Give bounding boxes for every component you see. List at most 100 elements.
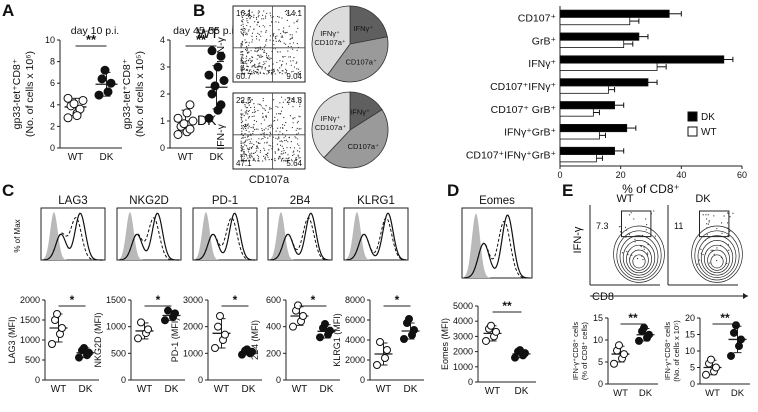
bar	[559, 55, 725, 64]
data-point	[210, 81, 220, 91]
flow-event	[298, 157, 300, 159]
flow-event	[240, 50, 242, 53]
flow-event	[282, 160, 285, 162]
data-point	[63, 93, 73, 103]
flow-event	[257, 147, 259, 149]
flow-event	[264, 63, 266, 65]
data-point	[207, 89, 217, 99]
x-category-label: DK	[242, 384, 256, 395]
contour-event	[630, 212, 632, 214]
flow-event	[253, 109, 256, 111]
flow-event	[289, 115, 291, 117]
flow-event	[253, 103, 255, 105]
flow-event	[259, 46, 261, 48]
flow-event	[248, 44, 250, 46]
pie-slice-label: IFNγ⁺	[353, 24, 373, 33]
contour-event	[708, 220, 710, 222]
flow-event	[257, 158, 259, 160]
flow-event	[241, 56, 244, 58]
flow-event	[263, 46, 266, 48]
flow-event	[250, 134, 252, 137]
y-tick-label: 0	[468, 377, 473, 387]
flow-event	[277, 138, 279, 140]
y-axis-label: (% of CD8⁺ cells)	[580, 321, 589, 380]
flow-event	[258, 25, 261, 28]
y-axis-label: NKG2D (MFI)	[93, 312, 103, 367]
legend-label: DK	[701, 112, 715, 123]
y-tick-label: 3000	[453, 331, 473, 341]
flow-event	[241, 54, 243, 56]
histogram-dk-line	[42, 216, 104, 261]
flow-event	[248, 29, 250, 31]
flow-event	[241, 10, 243, 12]
flow-event	[240, 97, 242, 100]
flow-event	[246, 50, 248, 52]
flow-event	[257, 160, 259, 162]
flow-event	[282, 127, 284, 129]
histogram-dk-line	[194, 217, 256, 261]
flow-event	[284, 68, 287, 70]
flow-event	[241, 21, 244, 23]
flow-event	[259, 71, 261, 73]
flow-event	[269, 58, 271, 61]
flow-event	[293, 56, 295, 59]
flow-event	[297, 71, 299, 74]
flow-event	[258, 54, 260, 56]
flow-event	[264, 68, 266, 70]
flow-event	[245, 129, 247, 131]
flow-event	[291, 71, 293, 73]
flow-event	[248, 104, 250, 106]
y-tick-label: 200	[266, 348, 281, 358]
flow-event	[253, 119, 256, 122]
flow-event	[272, 63, 274, 65]
flow-event	[285, 63, 287, 65]
category-label: GrB⁺	[532, 35, 557, 47]
x-category-label: WT	[485, 386, 501, 397]
data-point	[106, 78, 116, 88]
contour-event	[708, 221, 710, 223]
flow-event	[248, 155, 250, 157]
flow-event	[242, 127, 244, 129]
flow-event	[242, 73, 244, 75]
flow-event	[281, 124, 284, 126]
flow-event	[240, 116, 242, 118]
quadrant-value-ll: 60.7	[236, 72, 252, 81]
contour-event	[727, 244, 729, 246]
flow-event	[297, 19, 299, 21]
flow-event	[262, 97, 264, 100]
flow-event	[289, 147, 292, 149]
flow-event	[259, 142, 261, 144]
flow-event	[245, 111, 248, 113]
flow-event	[258, 65, 260, 67]
x-category-label: WT	[51, 384, 67, 395]
data-point	[727, 351, 735, 360]
flow-event	[250, 73, 252, 75]
flow-event	[256, 38, 258, 40]
flow-event	[252, 111, 254, 114]
flow-event	[295, 137, 297, 139]
flow-event	[268, 125, 271, 127]
flow-event	[270, 15, 272, 17]
flow-event	[242, 33, 245, 36]
flow-event	[293, 22, 295, 24]
contour-event	[712, 249, 714, 251]
flow-event	[240, 54, 242, 56]
data-point	[171, 309, 179, 318]
contour-event	[705, 214, 707, 216]
flow-event	[257, 109, 259, 112]
flow-event	[251, 145, 254, 148]
flow-event	[278, 155, 280, 158]
flow-event	[271, 69, 273, 71]
y-axis-label: (No. of cells x 10⁶)	[24, 51, 36, 137]
flow-event	[244, 126, 247, 128]
flow-event	[272, 16, 274, 18]
flow-event	[272, 71, 274, 73]
flow-event	[265, 127, 267, 129]
histogram-control-fill	[195, 212, 220, 260]
data-point	[410, 326, 418, 334]
flow-event	[243, 73, 246, 75]
flow-event	[241, 120, 244, 122]
flow-event	[240, 149, 242, 151]
flow-event	[242, 57, 244, 59]
flow-event	[270, 107, 272, 110]
